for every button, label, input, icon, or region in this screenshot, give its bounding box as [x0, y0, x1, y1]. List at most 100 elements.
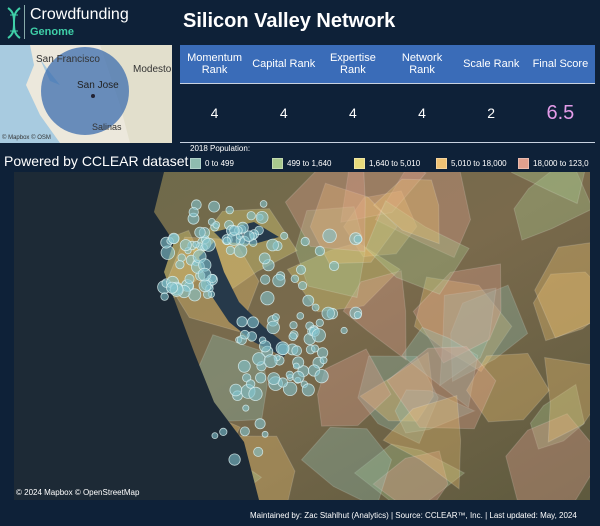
network-area: [41, 47, 129, 135]
network-member[interactable]: [319, 356, 328, 365]
network-member[interactable]: [258, 252, 271, 265]
network-member[interactable]: [259, 200, 268, 208]
network-member[interactable]: [271, 313, 280, 322]
network-member[interactable]: [298, 281, 308, 291]
network-member[interactable]: [260, 291, 275, 306]
network-member[interactable]: [192, 240, 200, 249]
network-member[interactable]: [289, 321, 298, 330]
network-member[interactable]: [311, 328, 326, 343]
network-member[interactable]: [266, 238, 279, 252]
legend-label: 5,010 to 18,000: [451, 158, 507, 168]
network-member[interactable]: [229, 225, 240, 236]
mini-map[interactable]: San Francisco Modesto San Jose Salinas ©…: [0, 45, 172, 143]
network-member[interactable]: [260, 274, 271, 285]
network-member[interactable]: [212, 221, 221, 229]
network-member[interactable]: [292, 362, 300, 370]
network-member[interactable]: [247, 316, 259, 329]
network-member[interactable]: [255, 372, 267, 384]
network-member[interactable]: [302, 294, 315, 307]
network-member[interactable]: [229, 383, 243, 397]
rank-value: 4: [318, 83, 388, 143]
network-member[interactable]: [208, 200, 221, 213]
network-member[interactable]: [194, 226, 206, 239]
network-member[interactable]: [245, 379, 256, 389]
population-region: [382, 394, 462, 490]
network-member[interactable]: [255, 211, 269, 224]
network-member[interactable]: [290, 274, 300, 283]
network-member[interactable]: [239, 426, 250, 437]
network-member[interactable]: [322, 228, 337, 244]
network-member[interactable]: [315, 318, 324, 327]
network-member[interactable]: [197, 267, 212, 282]
network-member[interactable]: [353, 234, 363, 244]
network-member[interactable]: [166, 281, 179, 294]
population-region: [532, 271, 590, 342]
network-member[interactable]: [263, 354, 278, 369]
network-member[interactable]: [225, 245, 235, 256]
network-member[interactable]: [292, 370, 305, 384]
network-member[interactable]: [321, 306, 335, 321]
population-region: [412, 263, 502, 364]
network-member[interactable]: [261, 430, 269, 438]
population-region: [465, 352, 550, 423]
score-table: Momentum Rank Capital Rank Expertise Ran…: [180, 45, 595, 143]
network-member[interactable]: [211, 432, 219, 440]
network-member[interactable]: [314, 245, 325, 257]
column-header: Scale Rank: [456, 45, 526, 84]
main-map[interactable]: © 2024 Mapbox © OpenStreetMap: [14, 172, 590, 500]
network-member[interactable]: [222, 236, 231, 245]
network-member[interactable]: [184, 274, 195, 285]
population-region: [342, 270, 407, 361]
network-member[interactable]: [272, 274, 286, 288]
network-member[interactable]: [288, 332, 298, 342]
network-member[interactable]: [295, 264, 306, 275]
network-member[interactable]: [243, 230, 255, 242]
network-member[interactable]: [242, 404, 250, 412]
network-member[interactable]: [311, 303, 320, 312]
network-member[interactable]: [267, 372, 281, 386]
network-member[interactable]: [188, 206, 199, 218]
network-member[interactable]: [168, 232, 180, 245]
network-member[interactable]: [198, 279, 212, 293]
network-member[interactable]: [248, 386, 263, 401]
network-member[interactable]: [266, 320, 280, 335]
network-member[interactable]: [353, 310, 362, 319]
network-member[interactable]: [259, 340, 272, 353]
network-member[interactable]: [160, 292, 169, 301]
network-member[interactable]: [175, 260, 185, 270]
legend-item: 499 to 1,640: [272, 157, 354, 169]
network-member[interactable]: [296, 312, 305, 320]
network-member[interactable]: [237, 359, 251, 373]
network-member[interactable]: [252, 352, 266, 366]
network-member[interactable]: [225, 205, 234, 215]
network-member[interactable]: [219, 427, 228, 436]
population-region: [284, 172, 366, 253]
network-member[interactable]: [285, 370, 294, 379]
network-member[interactable]: [291, 345, 303, 357]
network-member[interactable]: [254, 418, 266, 430]
network-member[interactable]: [280, 231, 289, 240]
network-member[interactable]: [314, 369, 329, 384]
network-member[interactable]: [310, 344, 319, 353]
population-region: [510, 172, 586, 205]
network-member[interactable]: [228, 453, 241, 466]
network-member[interactable]: [328, 260, 340, 272]
population-region: [340, 172, 427, 223]
network-member[interactable]: [316, 347, 329, 359]
network-member[interactable]: [201, 237, 216, 252]
network-member[interactable]: [246, 211, 256, 221]
network-member[interactable]: [179, 239, 192, 252]
legend-swatch: [354, 157, 365, 169]
network-member[interactable]: [340, 326, 348, 335]
legend-label: 18,000 to 123,0: [533, 158, 589, 168]
network-member[interactable]: [275, 341, 290, 356]
network-member[interactable]: [301, 383, 315, 397]
network-member[interactable]: [253, 446, 264, 457]
network-member[interactable]: [233, 244, 248, 258]
legend-label: 1,640 to 5,010: [369, 158, 421, 168]
network-member[interactable]: [240, 329, 250, 340]
logo-name: Crowdfunding: [30, 6, 129, 23]
network-member[interactable]: [236, 316, 248, 328]
network-member[interactable]: [300, 236, 310, 247]
